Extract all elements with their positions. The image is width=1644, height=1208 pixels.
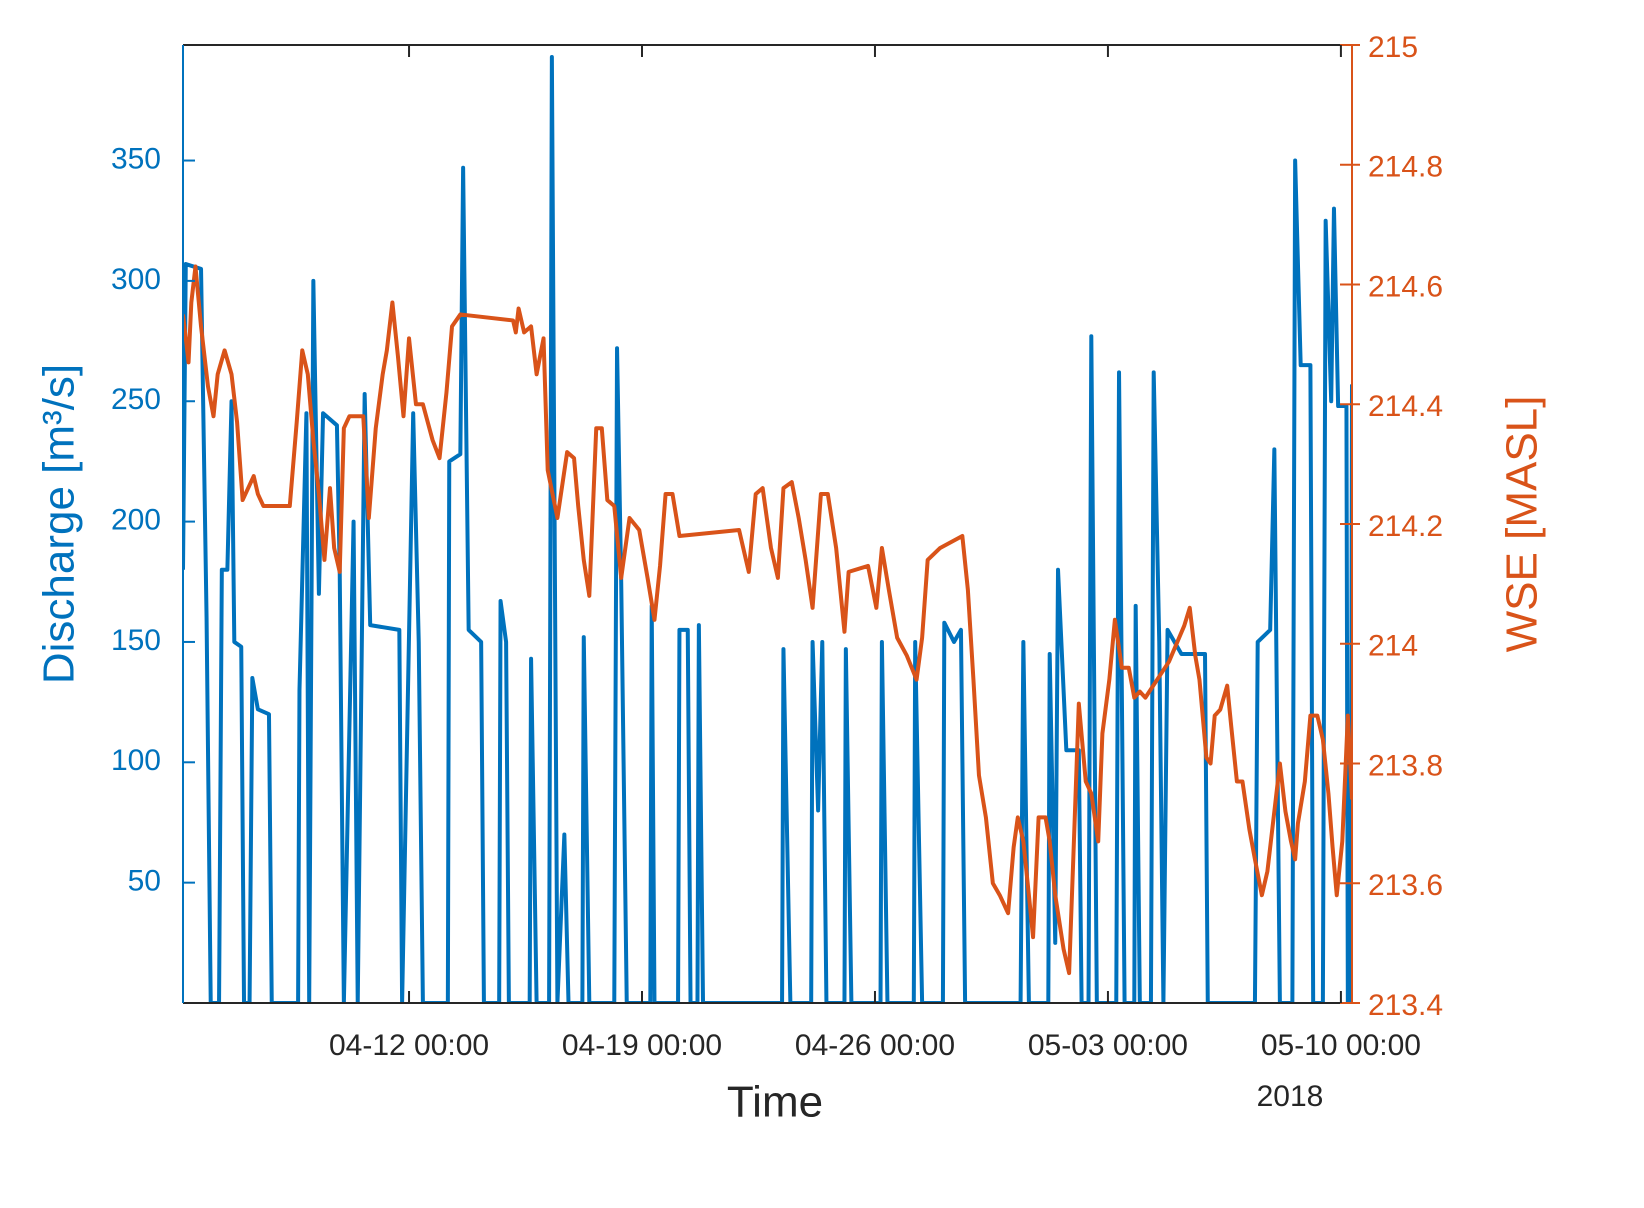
y2-tick-label: 213.8 [1368,749,1443,782]
y2-tick-label: 213.6 [1368,869,1443,902]
y-tick-label: 50 [128,865,161,898]
y2-tick-label: 214.6 [1368,270,1443,303]
y-axis-label: Discharge [m³/s] [35,364,84,684]
x-axis-label: Time [727,1078,823,1127]
x-tick-label: 04-19 00:00 [562,1029,722,1062]
y-tick-label: 300 [111,263,161,296]
y-tick-label: 350 [111,142,161,175]
y2-tick-label: 213.4 [1368,989,1443,1022]
x-tick-label: 04-26 00:00 [795,1029,955,1062]
y2-tick-label: 214 [1368,630,1418,663]
x-tick-label: 05-10 00:00 [1261,1029,1421,1062]
y2-tick-label: 214.4 [1368,390,1443,423]
x-tick-label: 05-03 00:00 [1028,1029,1188,1062]
data-line [183,264,1352,976]
y-tick-label: 250 [111,383,161,416]
x-year-label: 2018 [1257,1080,1324,1113]
y2-axis-label: WSE [MASL] [1498,396,1547,653]
y2-tick-label: 214.8 [1368,151,1443,184]
y2-tick-label: 215 [1368,31,1418,64]
y-tick-label: 100 [111,744,161,777]
x-tick-label: 04-12 00:00 [329,1029,489,1062]
y2-tick-label: 214.2 [1368,510,1443,543]
data-line [183,55,1352,1003]
y-tick-label: 150 [111,624,161,657]
y-tick-label: 200 [111,504,161,537]
plot-area [183,55,1352,1003]
